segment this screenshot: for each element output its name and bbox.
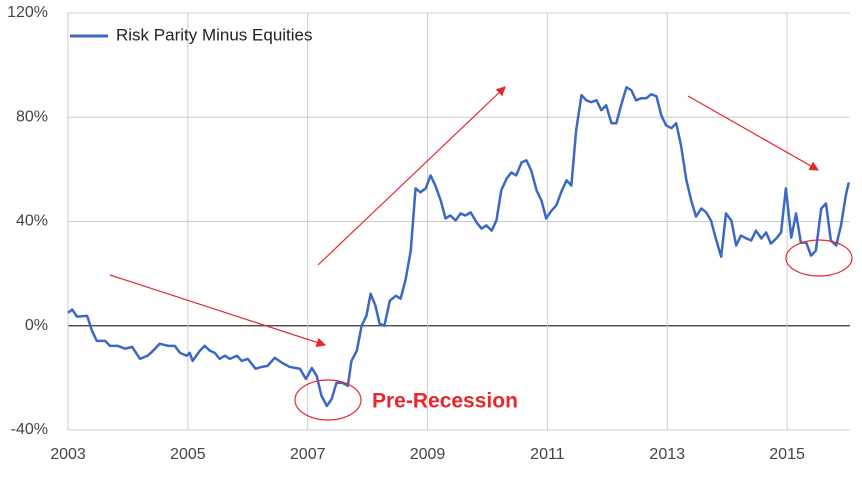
y-tick-label: 80% (16, 108, 48, 125)
line (67, 86, 851, 408)
plot: -40% 0% 40% 80% 120% 2003 2005 2007 2009 2011 2013… (7, 4, 851, 463)
annotation: Pre-Recession (372, 390, 518, 413)
arrow (687, 95, 820, 171)
arrow (317, 86, 506, 266)
x-tick-label: 2005 (170, 446, 206, 463)
legend-label: Risk Parity Minus Equities (116, 25, 313, 44)
x-tick-label: 2011 (530, 446, 565, 463)
annotation-shapes (109, 86, 853, 421)
arrow (109, 274, 327, 347)
y-tick-label: 120% (7, 4, 48, 21)
y-tick-label: 0% (25, 317, 48, 334)
x-tick-label: 2003 (50, 446, 86, 463)
ellipse (294, 379, 362, 421)
x-tick-label: 2015 (769, 446, 805, 463)
x-tick-label: 2007 (290, 446, 326, 463)
x-tick-label: 2013 (649, 446, 685, 463)
y-tick-label: 40% (16, 213, 48, 230)
x-tick-label: 2009 (410, 446, 446, 463)
y-tick-label: -40% (11, 421, 48, 438)
ellipse (785, 239, 853, 277)
